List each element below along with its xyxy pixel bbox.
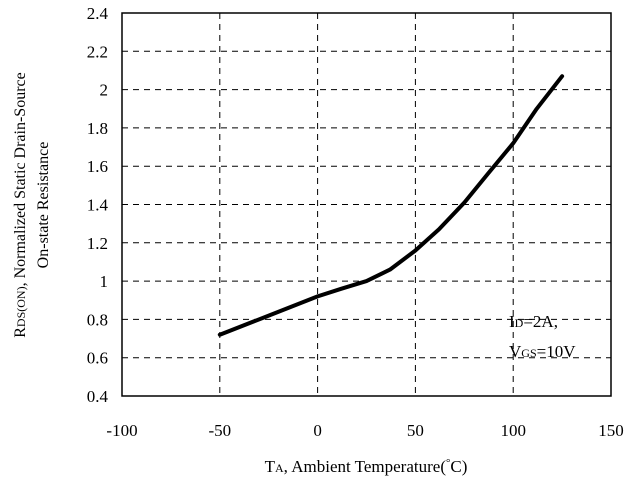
x-label-text: , Ambient Temperature( (284, 457, 447, 476)
y-tick-label: 1.4 (87, 196, 109, 215)
data-series (217, 74, 565, 337)
x-tick-label: -50 (208, 421, 231, 440)
gridlines (122, 13, 611, 396)
y-label-subscript: DS(ON) (14, 286, 28, 327)
y-label-text: , Normalized Static Drain-Source (12, 72, 29, 286)
annotation-2-main: V (509, 342, 522, 361)
series-line (217, 74, 565, 337)
x-label-degree: ° (446, 457, 450, 469)
y-tick-label: 1.8 (87, 119, 108, 138)
x-tick-label: -100 (106, 421, 137, 440)
x-label-subscript: A (275, 461, 284, 475)
annotation-1-main: I (509, 312, 515, 331)
y-axis-label-line-1: RDS(ON), Normalized Static Drain-Source (12, 72, 29, 338)
x-label-unit: C) (450, 457, 467, 476)
y-tick-labels: 0.4 0.6 0.8 1 1.2 1.4 1.6 1.8 2 2.2 2.4 (87, 4, 109, 406)
annotation-1-sub: D (515, 316, 524, 330)
x-tick-label: 0 (313, 421, 322, 440)
y-label-symbol: R (12, 327, 29, 338)
annotation-line-1: ID=2A, (509, 312, 558, 331)
y-tick-label: 0.8 (87, 310, 108, 329)
annotation-line-2: VGS=10V (509, 342, 576, 361)
plot-frame (121, 12, 612, 397)
y-tick-label: 0.4 (87, 387, 109, 406)
x-tick-label: 150 (598, 421, 624, 440)
annotation-2-sub: GS (521, 346, 536, 360)
y-tick-label: 2.2 (87, 42, 108, 61)
x-tick-labels: -100 -50 0 50 100 150 (106, 421, 623, 440)
y-tick-label: 2.4 (87, 4, 109, 23)
y-tick-label: 1.6 (87, 157, 108, 176)
x-tick-label: 100 (500, 421, 526, 440)
x-tick-label: 50 (407, 421, 424, 440)
y-axis-label-line-2: On-state Resistance (35, 142, 52, 269)
annotation-2-rest: =10V (537, 342, 577, 361)
y-tick-label: 0.6 (87, 349, 108, 368)
x-label-symbol: T (265, 457, 276, 476)
annotation-1-rest: =2A, (523, 312, 558, 331)
y-tick-label: 1.2 (87, 234, 108, 253)
y-tick-label: 1 (100, 272, 109, 291)
y-tick-label: 2 (100, 81, 109, 100)
x-axis-label: TA, Ambient Temperature(°C) (265, 457, 468, 476)
